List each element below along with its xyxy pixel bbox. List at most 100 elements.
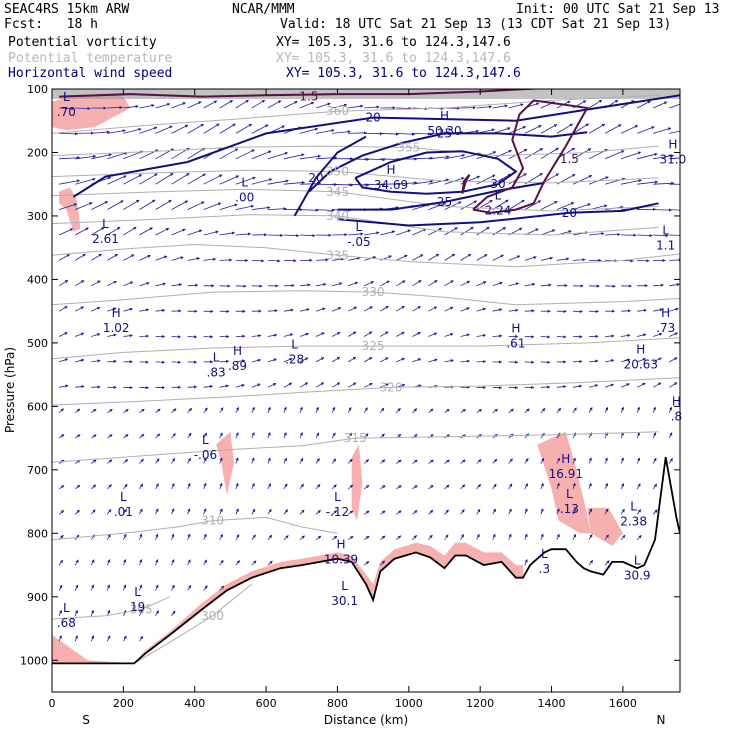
wind-vector	[476, 151, 497, 160]
wind-vector	[235, 384, 245, 388]
wind-vector	[347, 484, 354, 490]
extremum-value: 19	[130, 600, 145, 614]
wind-vector	[348, 232, 364, 236]
wind-vector	[348, 131, 368, 135]
wind-vector	[572, 258, 586, 262]
wind-vector	[508, 103, 524, 109]
wind-vector	[75, 154, 97, 160]
wind-vector	[235, 432, 239, 439]
wind-vector	[637, 333, 647, 337]
theta-contour	[52, 145, 659, 157]
wind-vector	[347, 510, 354, 515]
wind-vector	[171, 228, 186, 236]
wind-vector	[588, 559, 594, 566]
wind-vector	[620, 432, 624, 439]
wind-vector	[299, 154, 322, 160]
wind-vector	[460, 280, 471, 287]
wind-vector	[123, 533, 127, 540]
wind-vector	[331, 432, 336, 439]
extremum-marker: L	[291, 338, 298, 352]
wind-vector	[396, 229, 412, 236]
wind-vector	[460, 307, 470, 312]
wind-vector	[380, 305, 389, 312]
wind-vector	[492, 173, 512, 185]
wind-vector	[476, 281, 487, 287]
wind-vector	[476, 174, 496, 185]
wind-vector	[492, 533, 496, 540]
wind-vector	[621, 333, 631, 338]
wind-vector	[412, 132, 432, 136]
field-xy-wind: XY= 105.3, 31.6 to 124.3,147.6	[286, 66, 521, 81]
y-tick-label: 600	[27, 400, 48, 413]
wind-vector	[74, 584, 79, 591]
extremum-marker: H	[561, 452, 570, 466]
wind-vector	[476, 333, 487, 338]
extremum-marker: H	[672, 395, 681, 409]
wind-vector	[59, 384, 69, 388]
wind-vector	[283, 233, 300, 238]
wind-vector	[572, 457, 576, 464]
wind-vector	[572, 407, 577, 413]
wind-vector	[235, 359, 246, 363]
wind-vector	[106, 584, 110, 591]
wind-vector	[653, 154, 675, 160]
wind-vector	[620, 358, 631, 363]
wind-vector	[139, 386, 149, 390]
wind-vector	[540, 457, 545, 464]
wind-vector	[187, 229, 203, 236]
wind-vector	[460, 509, 465, 515]
wind-vector	[171, 559, 175, 566]
wind-vector	[171, 610, 176, 617]
theta-contour	[52, 596, 171, 620]
extremum-value: 30.9	[624, 568, 651, 582]
y-tick-label: 900	[27, 591, 48, 604]
wind-vector	[444, 408, 450, 414]
wind-vector	[524, 408, 530, 414]
wind-vector	[396, 510, 402, 515]
wind-vector	[283, 406, 287, 413]
wind-vector	[267, 179, 289, 185]
wind-vector	[524, 309, 535, 313]
wind-vector	[74, 635, 78, 642]
y-tick-label: 300	[27, 210, 48, 223]
wind-vector	[620, 508, 625, 515]
x-tick-label: 800	[327, 697, 348, 710]
wind-vector	[347, 331, 357, 337]
wind-vector	[605, 232, 621, 237]
theta-contour	[52, 337, 680, 360]
wind-vector	[331, 535, 338, 541]
wind-vector	[90, 559, 95, 566]
wind-vector	[540, 533, 544, 540]
forecast-hour: Fcst: 18 h	[4, 17, 98, 32]
wind-vector	[58, 358, 69, 363]
wind-vector	[187, 147, 206, 160]
wind-vector	[412, 280, 422, 287]
wind-vector	[299, 432, 303, 439]
pv-contour	[472, 99, 589, 214]
wind-vector	[171, 200, 189, 210]
extremum-marker: L	[566, 487, 573, 501]
wind-vector	[364, 231, 380, 236]
theta-contour-label: 355	[397, 140, 420, 154]
wind-vector	[219, 123, 236, 134]
wind-vector	[572, 508, 576, 515]
extremum-marker: H	[661, 306, 670, 320]
wind-vector	[123, 281, 134, 287]
wind-vector	[235, 176, 256, 185]
south-endpoint-label: S	[82, 713, 90, 727]
wind-vector	[171, 283, 183, 287]
extremum-value: 2.24	[485, 203, 512, 217]
wind-vector	[363, 560, 370, 566]
wind-vector	[155, 255, 168, 261]
wind-vector	[203, 457, 207, 464]
wind-vector	[267, 259, 281, 263]
wind-vector	[444, 459, 450, 464]
wind-vector	[315, 458, 320, 464]
wind-vector	[652, 406, 656, 413]
wind-vector	[123, 559, 127, 566]
wind-vector	[348, 281, 359, 287]
wind-vector	[556, 257, 570, 261]
wind-vector	[524, 508, 528, 515]
wind-vector	[428, 178, 450, 185]
wind-vector	[524, 360, 535, 364]
